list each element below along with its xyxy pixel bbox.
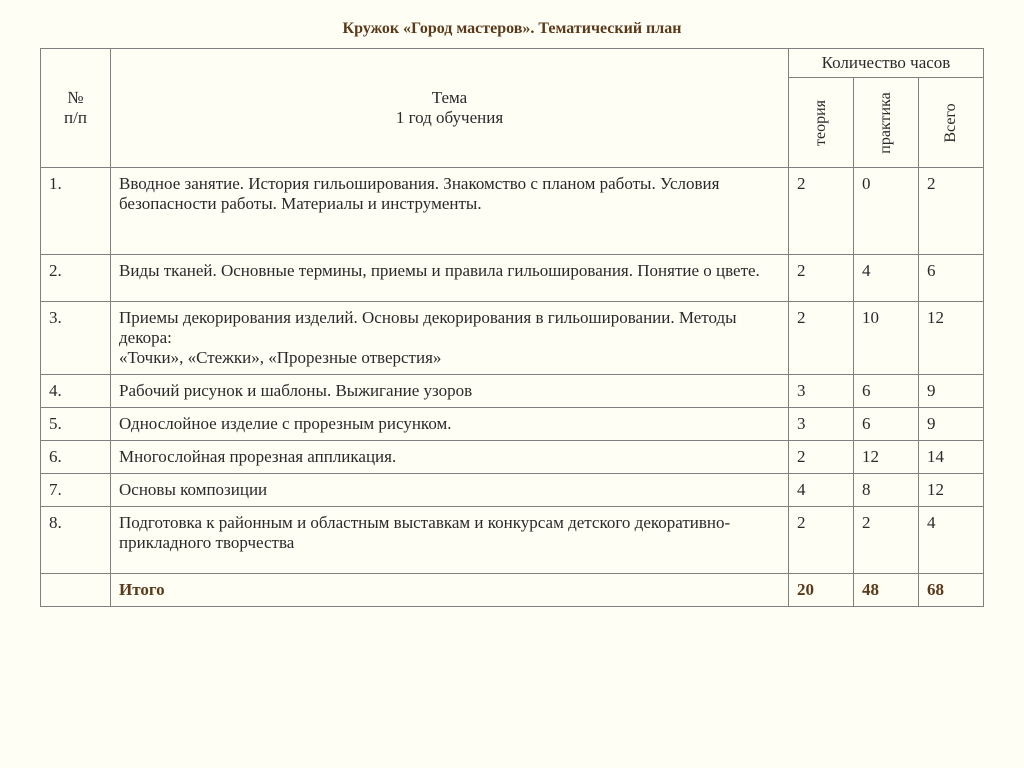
cell-theory: 2 (789, 302, 854, 375)
cell-theory: 2 (789, 168, 854, 255)
cell-theory: 2 (789, 255, 854, 302)
table-footer-row: Итого204868 (41, 574, 984, 607)
thematic-plan-table: № п/п Тема 1 год обучения Количество час… (40, 48, 984, 607)
cell-theory: 2 (789, 507, 854, 574)
cell-topic: Основы композиции (111, 474, 789, 507)
cell-topic: Вводное занятие. История гильоширования.… (111, 168, 789, 255)
table-row: 6.Многослойная прорезная аппликация.2121… (41, 441, 984, 474)
cell-num: 8. (41, 507, 111, 574)
footer-total: 68 (919, 574, 984, 607)
table-header: № п/п Тема 1 год обучения Количество час… (41, 49, 984, 168)
cell-total: 12 (919, 302, 984, 375)
cell-theory: 3 (789, 408, 854, 441)
cell-total: 12 (919, 474, 984, 507)
cell-practice: 8 (854, 474, 919, 507)
cell-total: 2 (919, 168, 984, 255)
table-row: 2.Виды тканей. Основные термины, приемы … (41, 255, 984, 302)
cell-theory: 2 (789, 441, 854, 474)
cell-practice: 12 (854, 441, 919, 474)
cell-num: 7. (41, 474, 111, 507)
header-total: Всего (919, 78, 984, 168)
cell-total: 14 (919, 441, 984, 474)
cell-practice: 4 (854, 255, 919, 302)
header-practice: практика (854, 78, 919, 168)
table-body: 1.Вводное занятие. История гильошировани… (41, 168, 984, 607)
cell-topic: Виды тканей. Основные термины, приемы и … (111, 255, 789, 302)
cell-practice: 10 (854, 302, 919, 375)
cell-theory: 3 (789, 375, 854, 408)
cell-total: 4 (919, 507, 984, 574)
footer-theory: 20 (789, 574, 854, 607)
cell-practice: 6 (854, 375, 919, 408)
header-hours-group: Количество часов (789, 49, 984, 78)
table-row: 8. Подготовка к районным и областным выс… (41, 507, 984, 574)
cell-num: 4. (41, 375, 111, 408)
cell-topic: Многослойная прорезная аппликация. (111, 441, 789, 474)
cell-theory: 4 (789, 474, 854, 507)
cell-practice: 6 (854, 408, 919, 441)
cell-num: 5. (41, 408, 111, 441)
table-row: 3.Приемы декорирования изделий. Основы д… (41, 302, 984, 375)
cell-num: 3. (41, 302, 111, 375)
table-row: 4.Рабочий рисунок и шаблоны. Выжигание у… (41, 375, 984, 408)
cell-topic: Подготовка к районным и областным выстав… (111, 507, 789, 574)
cell-practice: 0 (854, 168, 919, 255)
cell-num: 6. (41, 441, 111, 474)
table-row: 7.Основы композиции4812 (41, 474, 984, 507)
cell-topic: Однослойное изделие с прорезным рисунком… (111, 408, 789, 441)
cell-total: 6 (919, 255, 984, 302)
header-topic: Тема 1 год обучения (111, 49, 789, 168)
cell-total: 9 (919, 375, 984, 408)
cell-total: 9 (919, 408, 984, 441)
cell-num: 2. (41, 255, 111, 302)
cell-topic: Рабочий рисунок и шаблоны. Выжигание узо… (111, 375, 789, 408)
footer-empty (41, 574, 111, 607)
cell-practice: 2 (854, 507, 919, 574)
cell-num: 1. (41, 168, 111, 255)
cell-topic: Приемы декорирования изделий. Основы дек… (111, 302, 789, 375)
table-row: 1.Вводное занятие. История гильошировани… (41, 168, 984, 255)
table-row: 5.Однослойное изделие с прорезным рисунк… (41, 408, 984, 441)
footer-label: Итого (111, 574, 789, 607)
footer-practice: 48 (854, 574, 919, 607)
page-title: Кружок «Город мастеров». Тематический пл… (40, 20, 984, 38)
header-num: № п/п (41, 49, 111, 168)
header-theory: теория (789, 78, 854, 168)
